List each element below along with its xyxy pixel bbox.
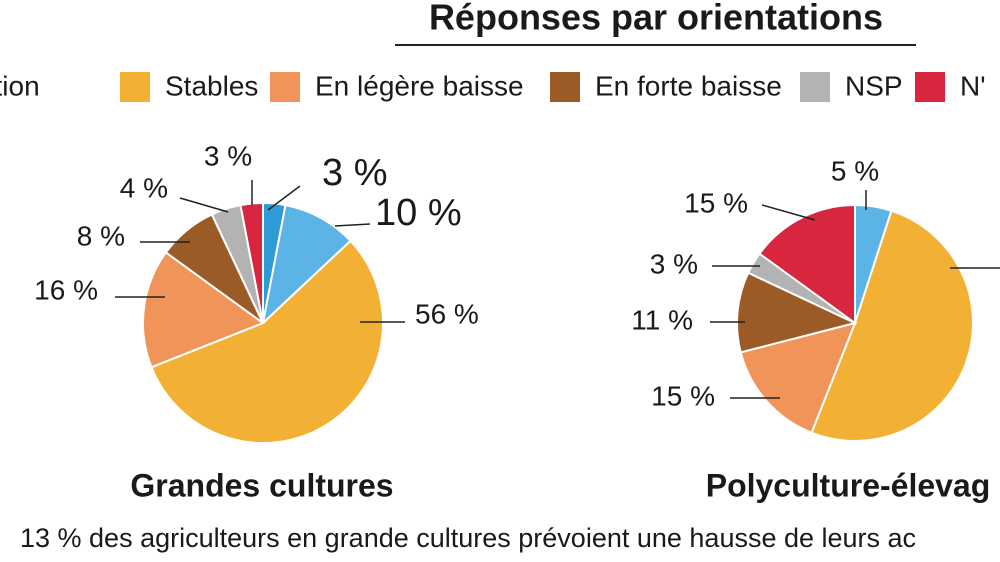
value-label: 11 % bbox=[631, 304, 693, 335]
pie-slice bbox=[810, 209, 974, 442]
pie-slice bbox=[261, 203, 352, 326]
pie-slice bbox=[736, 271, 858, 354]
legend-swatch bbox=[120, 72, 150, 102]
value-label: 3 % bbox=[204, 140, 252, 171]
leader-line bbox=[761, 204, 816, 221]
value-label: 10 % bbox=[375, 192, 462, 234]
legend-label: entation bbox=[0, 70, 40, 101]
legend-label: NSP bbox=[845, 70, 903, 101]
pie-slice bbox=[142, 251, 266, 369]
pie-slice bbox=[758, 203, 856, 325]
value-label: 5 % bbox=[831, 155, 879, 186]
legend-swatch bbox=[915, 72, 945, 102]
legend-swatch bbox=[550, 72, 580, 102]
legend-swatch bbox=[270, 72, 300, 102]
value-label: 16 % bbox=[34, 274, 98, 305]
value-label: 3 % bbox=[650, 248, 698, 279]
legend-label: En forte baisse bbox=[595, 70, 782, 101]
pie-title: Grandes cultures bbox=[130, 467, 393, 503]
value-label: 15 % bbox=[651, 380, 715, 411]
leader-line bbox=[179, 197, 229, 213]
title: Réponses par orientations bbox=[429, 0, 883, 38]
pie-title: Polyculture-élevag bbox=[706, 467, 991, 503]
value-label: 3 % bbox=[322, 152, 387, 194]
legend-label: En légère baisse bbox=[315, 70, 524, 101]
value-label: 8 % bbox=[77, 220, 125, 251]
value-label: 56 % bbox=[415, 298, 479, 329]
value-label: 4 % bbox=[120, 172, 168, 203]
pie-slice bbox=[150, 239, 384, 444]
pie-slice bbox=[739, 321, 857, 435]
leader-line bbox=[267, 185, 301, 211]
legend-label: N' bbox=[960, 70, 986, 101]
note: 13 % des agriculteurs en grande cultures… bbox=[20, 523, 916, 553]
value-label: 15 % bbox=[684, 187, 748, 218]
legend-label: Stables bbox=[165, 70, 258, 101]
legend-swatch bbox=[800, 72, 830, 102]
leader-line bbox=[334, 223, 371, 227]
